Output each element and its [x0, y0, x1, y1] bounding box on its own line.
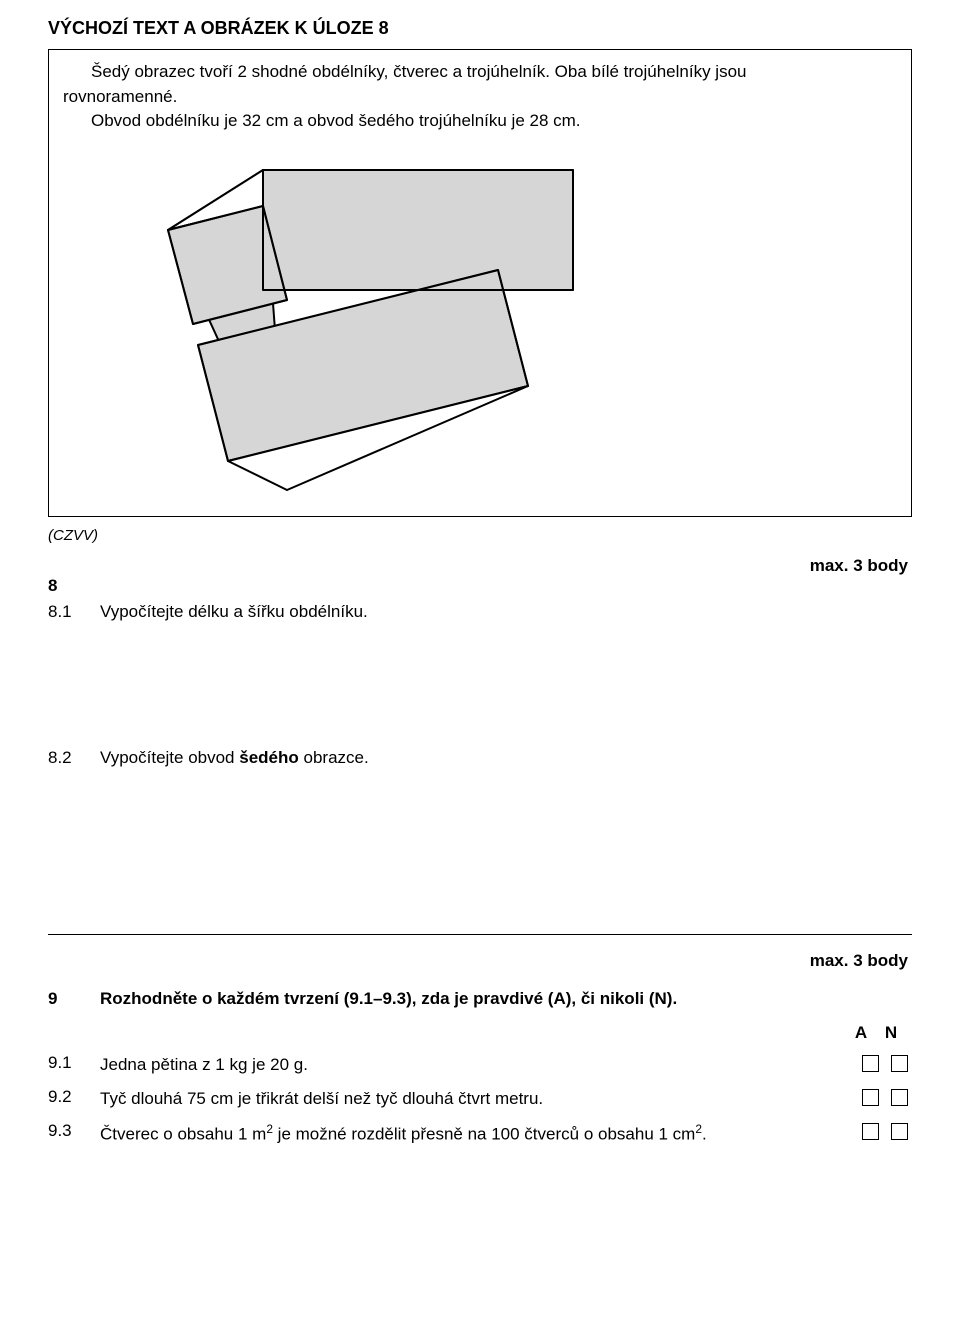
task9-header-text: Rozhodněte o každém tvrzení (9.1–9.3), z… [100, 989, 912, 1009]
figure-wrap [63, 134, 897, 516]
claim-checkboxes [862, 1053, 912, 1072]
task9-header-row: 9 Rozhodněte o každém tvrzení (9.1–9.3),… [48, 989, 912, 1009]
claim-checkboxes [862, 1121, 912, 1140]
section-title: VÝCHOZÍ TEXT A OBRÁZEK K ÚLOZE 8 [48, 18, 912, 39]
task8-2-text: Vypočítejte obvod šedého obrazce. [100, 748, 912, 768]
task8-2-bold: šedého [239, 748, 299, 767]
claim-number: 9.1 [48, 1053, 100, 1073]
claim-row: 9.2Tyč dlouhá 75 cm je třikrát delší než… [48, 1087, 912, 1111]
task8-2: 8.2 Vypočítejte obvod šedého obrazce. [48, 748, 912, 768]
task9-points: max. 3 body [810, 951, 908, 971]
checkbox-A[interactable] [862, 1055, 879, 1072]
geometry-figure [83, 150, 603, 510]
claim-checkboxes [862, 1087, 912, 1106]
claim-text: Jedna pětina z 1 kg je 20 g. [100, 1053, 862, 1077]
task8-number: 8 [48, 576, 100, 596]
task9-number: 9 [48, 989, 100, 1009]
checkbox-N[interactable] [891, 1123, 908, 1140]
answer-space-8-2 [48, 768, 912, 898]
checkbox-N[interactable] [891, 1089, 908, 1106]
claim-row: 9.3Čtverec o obsahu 1 m2 je možné rozděl… [48, 1121, 912, 1146]
checkbox-A[interactable] [862, 1089, 879, 1106]
claim-text: Tyč dlouhá 75 cm je třikrát delší než ty… [100, 1087, 862, 1111]
claim-number: 9.2 [48, 1087, 100, 1107]
claims-list: 9.1Jedna pětina z 1 kg je 20 g.9.2Tyč dl… [48, 1053, 912, 1146]
task8-points: max. 3 body [810, 556, 908, 576]
task8-1-number: 8.1 [48, 602, 100, 622]
claim-number: 9.3 [48, 1121, 100, 1141]
checkbox-A[interactable] [862, 1123, 879, 1140]
answer-space-8-1 [48, 622, 912, 742]
task-8: max. 3 body 8 8.1 Vypočítejte délku a ší… [48, 556, 912, 898]
intro-line1: Šedý obrazec tvoří 2 shodné obdélníky, č… [63, 60, 897, 85]
intro-text: Šedý obrazec tvoří 2 shodné obdélníky, č… [63, 60, 897, 134]
intro-line2: rovnoramenné. [63, 85, 897, 110]
col-N: N [876, 1023, 906, 1043]
grey-rect-top [263, 170, 573, 290]
task8-2-number: 8.2 [48, 748, 100, 768]
task8-2-pre: Vypočítejte obvod [100, 748, 239, 767]
task8-1: 8.1 Vypočítejte délku a šířku obdélníku. [48, 602, 912, 622]
source-label: (CZVV) [48, 527, 912, 544]
page: VÝCHOZÍ TEXT A OBRÁZEK K ÚLOZE 8 Šedý ob… [0, 0, 960, 1328]
task8-2-post: obrazce. [299, 748, 369, 767]
claim-text: Čtverec o obsahu 1 m2 je možné rozdělit … [100, 1121, 862, 1146]
col-A: A [846, 1023, 876, 1043]
task8-1-text: Vypočítejte délku a šířku obdélníku. [100, 602, 912, 622]
intro-box: Šedý obrazec tvoří 2 shodné obdélníky, č… [48, 49, 912, 517]
intro-line3: Obvod obdélníku je 32 cm a obvod šedého … [63, 109, 897, 134]
divider-line [48, 934, 912, 935]
an-header: A N [48, 1023, 912, 1043]
checkbox-N[interactable] [891, 1055, 908, 1072]
claim-row: 9.1Jedna pětina z 1 kg je 20 g. [48, 1053, 912, 1077]
